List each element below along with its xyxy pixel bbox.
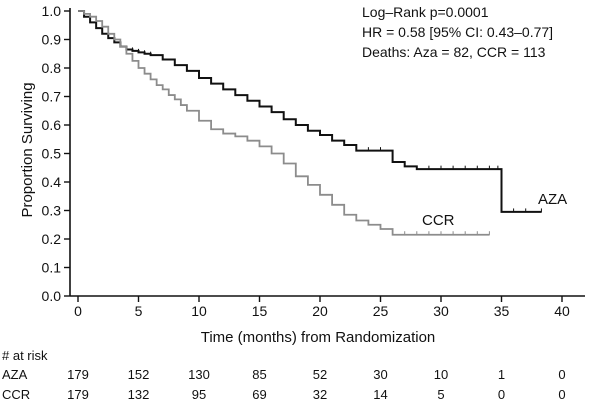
series-label-ccr: CCR xyxy=(422,212,455,229)
series-line-ccr xyxy=(78,10,490,236)
y-tick-label: 0.1 xyxy=(42,260,62,276)
y-tick-label: 0.5 xyxy=(42,146,62,162)
hazard-ratio-annotation: HR = 0.58 [95% CI: 0.43–0.77] xyxy=(362,24,553,40)
y-tick-label: 0.6 xyxy=(42,117,62,133)
x-tick-label: 10 xyxy=(191,303,207,319)
x-tick-label: 20 xyxy=(312,303,328,319)
at-risk-count: 132 xyxy=(128,387,150,402)
at-risk-count: 95 xyxy=(192,387,206,402)
x-tick-label: 15 xyxy=(252,303,268,319)
x-axis-title: Time (months) from Randomization xyxy=(201,329,436,346)
at-risk-count: 1 xyxy=(498,367,505,382)
x-tick-label: 0 xyxy=(74,303,82,319)
logrank-annotation: Log–Rank p=0.0001 xyxy=(362,4,489,20)
y-tick-label: 0.0 xyxy=(42,288,62,304)
series-line-aza xyxy=(78,10,542,213)
at-risk-count: 179 xyxy=(67,387,89,402)
axes: 0.0 0.1 0.2 0.3 0.4 0.5 0.6 0.7 0.8 0.9 1.0 0 5 10 15 2… xyxy=(42,3,585,319)
x-tick-label: 30 xyxy=(433,303,449,319)
at-risk-count: 14 xyxy=(373,387,387,402)
y-tick-label: 0.9 xyxy=(42,32,62,48)
y-tick-label: 0.7 xyxy=(42,89,62,105)
series-label-aza: AZA xyxy=(538,191,567,208)
y-tick-label: 0.3 xyxy=(42,203,62,219)
x-tick-label: 35 xyxy=(494,303,510,319)
at-risk-count: 0 xyxy=(498,387,505,402)
at-risk-count: 179 xyxy=(67,367,89,382)
y-tick-label: 0.8 xyxy=(42,60,62,76)
at-risk-count: 69 xyxy=(252,387,266,402)
y-tick-label: 0.4 xyxy=(42,174,62,190)
x-tick-label: 40 xyxy=(554,303,570,319)
y-axis-title: Proportion Surviving xyxy=(19,82,36,217)
at-risk-count: 85 xyxy=(252,367,266,382)
at-risk-count: 0 xyxy=(558,367,565,382)
at-risk-count: 130 xyxy=(188,367,210,382)
at-risk-count: 52 xyxy=(313,367,327,382)
at-risk-row-label: AZA xyxy=(2,367,28,382)
y-tick-label: 1.0 xyxy=(42,3,62,19)
y-tick-label: 0.2 xyxy=(42,231,62,247)
at-risk-count: 5 xyxy=(437,387,444,402)
survival-curves xyxy=(78,10,542,236)
annotations: Log–Rank p=0.0001 HR = 0.58 [95% CI: 0.4… xyxy=(362,4,553,60)
at-risk-count: 152 xyxy=(128,367,150,382)
at-risk-count: 10 xyxy=(434,367,448,382)
at-risk-row-label: CCR xyxy=(2,387,30,402)
x-tick-label: 25 xyxy=(373,303,389,319)
at-risk-count: 30 xyxy=(373,367,387,382)
x-tick-label: 5 xyxy=(135,303,143,319)
at-risk-count: 32 xyxy=(313,387,327,402)
deaths-annotation: Deaths: Aza = 82, CCR = 113 xyxy=(362,44,546,60)
at-risk-count: 0 xyxy=(558,387,565,402)
at-risk-heading: # at risk xyxy=(2,348,48,363)
